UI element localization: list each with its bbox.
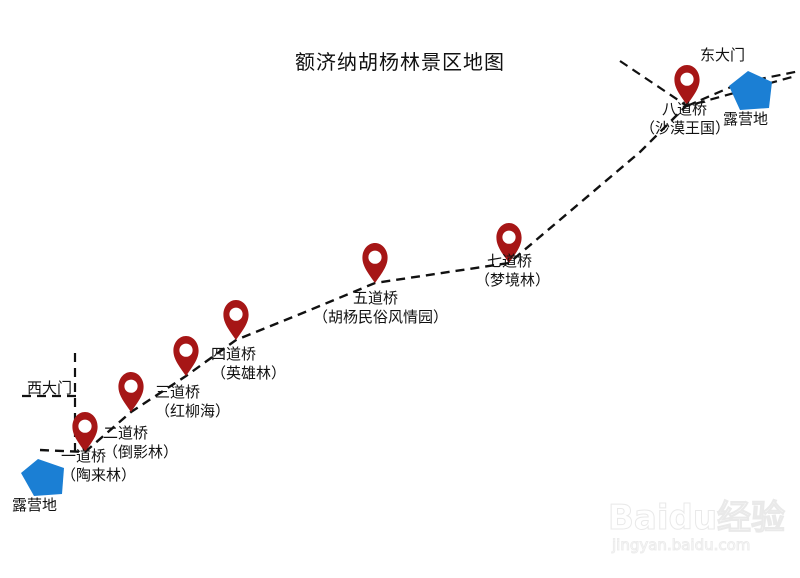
poi-sub-bridge-3: （红柳海） <box>155 402 231 420</box>
west-gate-roads <box>22 353 77 452</box>
pin-bridge-1[interactable] <box>72 412 98 452</box>
main-route <box>39 104 688 454</box>
campsite-marker-southwest[interactable] <box>21 459 64 496</box>
poi-name-bridge-1: 一道桥 <box>61 447 107 465</box>
poi-label-bridge-1: 一道桥 （陶来林） <box>61 447 136 485</box>
poi-sub-bridge-4: （英雄林） <box>211 364 287 382</box>
poi-sub-bridge-7: （梦境林） <box>475 271 551 289</box>
poi-name-bridge-7: 七道桥 <box>487 252 533 270</box>
campsite-marker-northeast[interactable] <box>729 71 772 110</box>
gate-label-west: 西大门 <box>27 379 73 397</box>
campsite-label-southwest: 露营地 <box>12 496 58 514</box>
poi-name-bridge-8: 八道桥 <box>662 100 708 118</box>
poi-sub-bridge-5: （胡杨民俗风情园） <box>313 308 449 326</box>
pin-bridge-2[interactable] <box>118 372 144 412</box>
poi-label-bridge-3: 三道桥 （红柳海） <box>155 383 230 421</box>
poi-label-bridge-8: 八道桥 （沙漠王国） <box>640 100 730 138</box>
pin-bridge-5[interactable] <box>362 243 388 283</box>
poi-label-bridge-7: 七道桥 （梦境林） <box>475 252 550 290</box>
gate-label-east: 东大门 <box>700 46 746 64</box>
poi-sub-bridge-1: （陶来林） <box>61 466 137 484</box>
poi-name-bridge-4: 四道桥 <box>211 345 257 363</box>
campsite-label-northeast: 露营地 <box>723 110 769 128</box>
page-title: 额济纳胡杨林景区地图 <box>295 50 505 74</box>
poi-name-bridge-2: 二道桥 <box>103 424 149 442</box>
poi-label-bridge-2: 二道桥 （倒影林） <box>103 424 178 462</box>
pin-bridge-4[interactable] <box>223 300 249 340</box>
poi-name-bridge-3: 三道桥 <box>155 383 201 401</box>
poi-label-bridge-4: 四道桥 （英雄林） <box>211 345 286 383</box>
poi-name-bridge-5: 五道桥 <box>353 289 399 307</box>
poi-label-bridge-5: 五道桥 （胡杨民俗风情园） <box>313 289 448 327</box>
poi-sub-bridge-2: （倒影林） <box>103 443 179 461</box>
poi-sub-bridge-8: （沙漠王国） <box>640 119 731 137</box>
